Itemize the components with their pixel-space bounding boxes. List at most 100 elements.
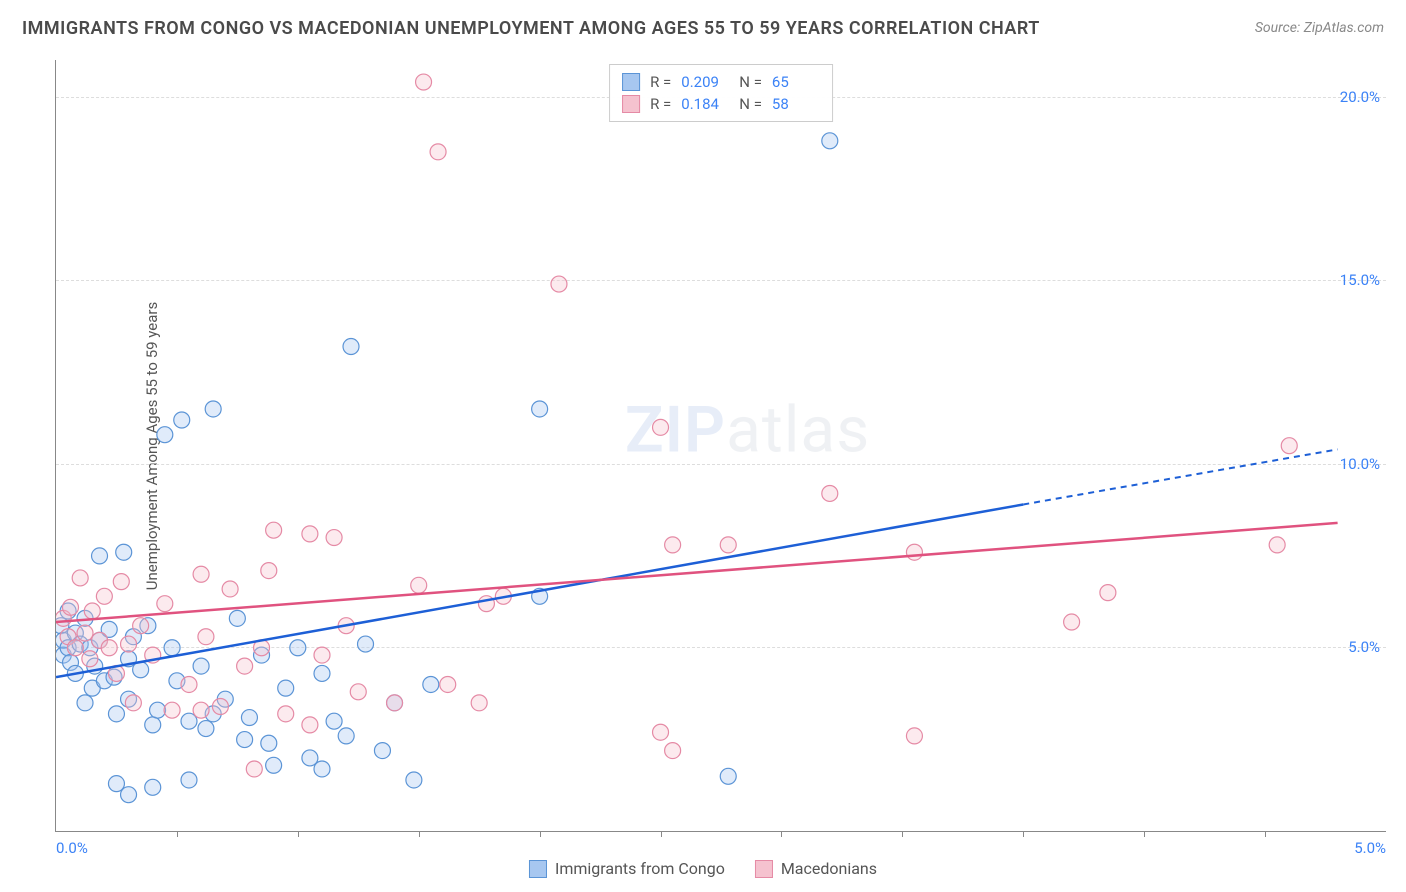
scatter-point [133,618,149,634]
stats-legend-box: R =0.209N =65R =0.184N =58 [609,64,833,122]
scatter-point [314,647,330,663]
source-label: Source: ZipAtlas.com [1255,20,1384,36]
scatter-point [193,658,209,674]
scatter-point [84,603,100,619]
scatter-point [164,640,180,656]
x-tick [177,831,178,837]
r-label: R = [650,95,671,113]
scatter-point [314,761,330,777]
r-label: R = [650,73,671,91]
trend-line [56,523,1338,622]
n-label: N = [739,73,762,91]
scatter-point [145,779,161,795]
scatter-point [164,702,180,718]
legend-swatch [755,860,773,878]
scatter-point [96,588,112,604]
scatter-point [302,717,318,733]
scatter-point [193,702,209,718]
scatter-point [278,680,294,696]
scatter-point [246,761,262,777]
scatter-point [1064,614,1080,630]
scatter-point [1281,438,1297,454]
scatter-point [205,401,221,417]
scatter-point [198,721,214,737]
r-value: 0.209 [681,73,729,91]
scatter-point [266,522,282,538]
scatter-point [77,625,93,641]
stats-legend-row: R =0.209N =65 [622,71,820,93]
scatter-point [77,695,93,711]
scatter-point [92,548,108,564]
scatter-point [222,581,238,597]
scatter-point [150,702,166,718]
scatter-point [326,530,342,546]
scatter-point [67,640,83,656]
n-label: N = [739,95,762,113]
x-tick [1023,831,1024,837]
x-tick [419,831,420,837]
scatter-point [145,717,161,733]
scatter-point [358,636,374,652]
scatter-point [121,787,137,803]
scatter-point [343,339,359,355]
scatter-point [720,537,736,553]
scatter-point [416,74,432,90]
x-tick [298,831,299,837]
scatter-point [198,629,214,645]
scatter-point [906,544,922,560]
scatter-point [237,732,253,748]
x-tick [781,831,782,837]
scatter-point [63,599,79,615]
trend-line-extrapolated [1023,449,1337,504]
scatter-point [82,651,98,667]
legend-item: Immigrants from Congo [529,859,725,878]
scatter-point [440,676,456,692]
legend-swatch [622,73,640,91]
scatter-point [241,710,257,726]
legend-swatch [622,95,640,113]
scatter-point [653,419,669,435]
scatter-point [237,658,253,674]
scatter-point [121,636,137,652]
scatter-point [822,133,838,149]
scatter-point [181,772,197,788]
legend-swatch [529,860,547,878]
chart-title: IMMIGRANTS FROM CONGO VS MACEDONIAN UNEM… [22,18,1040,39]
legend-label: Immigrants from Congo [555,859,725,878]
scatter-point [113,574,129,590]
trend-line [56,504,1023,677]
x-tick-label-min: 0.0% [56,839,88,857]
r-value: 0.184 [681,95,729,113]
x-tick [661,831,662,837]
scatter-point [387,695,403,711]
scatter-point [350,684,366,700]
scatter-point [1269,537,1285,553]
scatter-point [101,640,117,656]
stats-legend-row: R = 0.184 N = 58 [622,93,820,115]
x-tick [540,831,541,837]
scatter-point [157,596,173,612]
scatter-point [229,610,245,626]
scatter-point [665,743,681,759]
scatter-point [157,427,173,443]
x-tick-label-max: 5.0% [1354,839,1386,857]
x-tick [1265,831,1266,837]
scatter-point [108,706,124,722]
scatter-point [181,676,197,692]
scatter-point [278,706,294,722]
scatter-point [665,537,681,553]
n-value: 58 [772,95,820,113]
scatter-point [302,526,318,542]
scatter-point [174,412,190,428]
scatter-point [116,544,132,560]
scatter-point [423,676,439,692]
scatter-point [653,724,669,740]
scatter-point [338,728,354,744]
scatter-svg [56,60,1386,831]
scatter-point [212,699,228,715]
scatter-point [193,566,209,582]
series-legend: Immigrants from CongoMacedonians [529,859,877,878]
scatter-point [314,665,330,681]
scatter-point [430,144,446,160]
scatter-point [125,695,141,711]
